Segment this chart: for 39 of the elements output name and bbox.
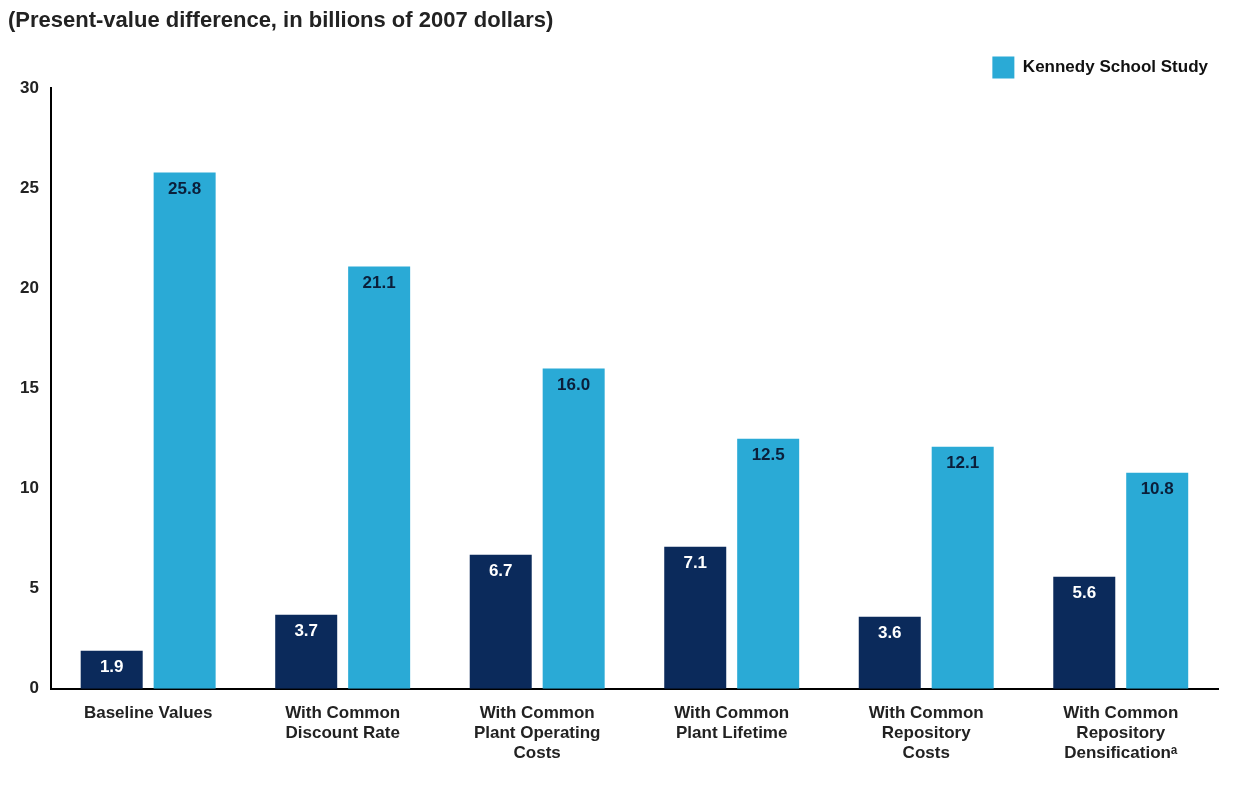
data-label: 10.8 [1140,478,1174,498]
data-label: 1.9 [99,656,124,676]
data-label: 16.0 [557,374,591,394]
bar [737,438,800,689]
y-tick-label: 0 [29,678,39,698]
bar [1053,576,1116,689]
bar [275,614,338,689]
x-tick-label: Baseline Values [83,702,213,722]
bar [858,616,921,689]
bar [469,554,532,689]
data-label: 7.1 [683,552,708,572]
legend-label: Kennedy School Study [1022,57,1209,77]
data-label: 3.7 [294,620,319,640]
y-tick-label: 25 [19,178,39,198]
data-label: 5.6 [1072,582,1097,602]
data-label: 6.7 [488,560,513,580]
y-tick-label: 5 [29,578,39,598]
y-tick-label: 15 [19,378,39,398]
y-tick-label: 20 [19,278,39,298]
bar [348,266,411,689]
x-tick-label: With Common Repository Costs [868,702,984,763]
data-label: 21.1 [362,272,396,292]
chart-title: (Present-value difference, in billions of 2007 dollars) [8,7,554,33]
data-label: 12.1 [946,452,980,472]
y-tick-label: 10 [19,478,39,498]
x-tick-label: With Common Repository Densificationᵃ [1063,702,1179,763]
bar [153,172,216,689]
data-label: 12.5 [751,444,785,464]
x-tick-label: With Common Discount Rate [285,702,401,743]
data-label: 3.6 [877,622,902,642]
bar [664,546,727,689]
data-label: 25.8 [168,178,202,198]
bar [1126,472,1189,689]
bar [542,368,605,689]
y-tick-label: 30 [19,78,39,98]
x-tick-label: With Common Plant Lifetime [674,702,790,743]
bar [80,650,143,689]
x-tick-label: With Common Plant Operating Costs [473,702,601,763]
bar [931,446,994,689]
